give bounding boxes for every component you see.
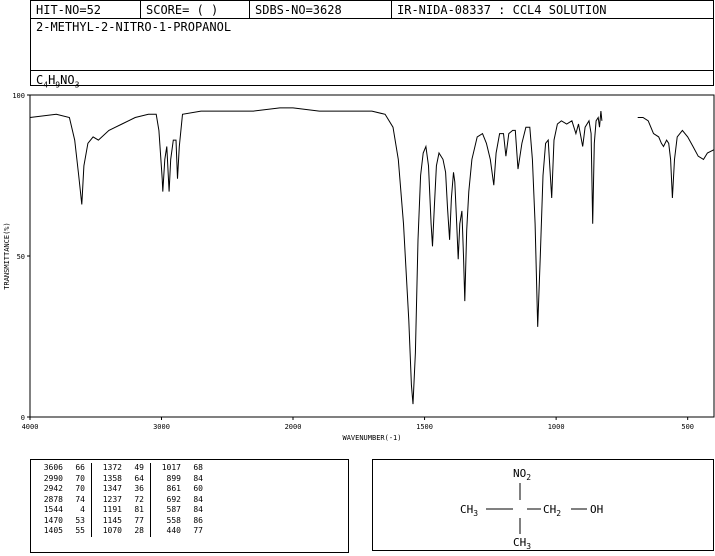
column-separator <box>91 505 96 516</box>
peak-wavenumber: 1470 <box>43 515 63 525</box>
column-separator <box>150 505 155 516</box>
spectrum-header: HIT-NO=52 SCORE= ( ) SDBS-NO=3628 IR-NID… <box>30 0 714 89</box>
peak-wavenumber: 1237 <box>102 494 122 504</box>
peak-transmittance: 84 <box>193 473 203 483</box>
peak-transmittance: 66 <box>75 463 85 472</box>
column-separator <box>91 526 96 537</box>
column-separator <box>91 463 96 474</box>
x-tick-label: 4000 <box>22 423 39 431</box>
molecular-formula: C4H9NO3 <box>36 73 80 90</box>
structure-box: NO2 CH3 CH2 OH CH3 <box>372 459 714 551</box>
ch2-group: CH2 <box>543 503 561 518</box>
x-axis-label: WAVENUMBER(-1) <box>342 434 401 442</box>
formula-row: C4H9NO3 <box>31 70 713 89</box>
hit-number: HIT-NO=52 <box>31 1 141 18</box>
column-separator <box>150 515 155 526</box>
peak-transmittance: 77 <box>193 526 203 535</box>
peak-row: 1470 53 1145 77 558 86 <box>37 515 209 526</box>
peak-wavenumber: 1544 <box>43 505 63 514</box>
y-axis-label: TRANSMITTANCE(%) <box>3 222 11 289</box>
y-tick-label: 100 <box>12 92 25 100</box>
peak-wavenumber: 692 <box>166 494 181 504</box>
peak-wavenumber: 1017 <box>161 463 181 472</box>
ch3-bottom-group: CH3 <box>513 536 531 551</box>
peak-wavenumber: 1191 <box>102 505 122 514</box>
column-separator <box>150 473 155 484</box>
score: SCORE= ( ) <box>141 1 250 18</box>
peak-wavenumber: 1358 <box>102 473 122 483</box>
peak-transmittance: 70 <box>75 484 85 493</box>
no2-group: NO2 <box>513 467 531 482</box>
peak-row: 3606 66 1372 49 1017 68 <box>37 463 209 474</box>
column-separator <box>150 526 155 537</box>
peak-transmittance: 74 <box>75 494 85 504</box>
peak-wavenumber: 1347 <box>102 484 122 493</box>
peak-row: 1544 4 1191 81 587 84 <box>37 505 209 516</box>
peak-wavenumber: 861 <box>166 484 181 493</box>
peak-table-grid: 3606 66 1372 49 1017 68 2990 70 1358 64 899 84 2942 7… <box>37 463 209 537</box>
sdbs-number: SDBS-NO=3628 <box>250 1 392 18</box>
header-info-row: HIT-NO=52 SCORE= ( ) SDBS-NO=3628 IR-NID… <box>31 1 713 19</box>
y-axis-ticks: 0 50 100 <box>12 92 30 422</box>
x-axis-ticks: 4000 3000 2000 1500 1000 500 <box>22 417 694 431</box>
peak-transmittance: 77 <box>134 515 144 525</box>
compound-name: 2-METHYL-2-NITRO-1-PROPANOL <box>36 20 232 34</box>
peak-transmittance: 60 <box>193 484 203 493</box>
peak-transmittance: 49 <box>134 463 144 472</box>
peak-table: 3606 66 1372 49 1017 68 2990 70 1358 64 899 84 2942 7… <box>30 459 349 553</box>
peak-row: 1405 55 1070 28 440 77 <box>37 526 209 537</box>
spectrum-line <box>637 117 715 199</box>
ir-spectrum-chart: 0 50 100 4000 3000 2000 1500 1000 500 WAVENUMBE… <box>3 92 715 442</box>
peak-wavenumber: 558 <box>166 515 181 525</box>
peak-wavenumber: 1405 <box>43 526 63 535</box>
x-tick-label: 3000 <box>153 423 170 431</box>
peak-transmittance: 4 <box>80 505 85 514</box>
spectrum-series <box>29 107 715 405</box>
column-separator <box>91 494 96 505</box>
column-separator <box>150 494 155 505</box>
column-separator <box>150 463 155 474</box>
peak-transmittance: 84 <box>193 505 203 514</box>
column-separator <box>91 515 96 526</box>
peak-transmittance: 28 <box>134 526 144 535</box>
column-separator <box>150 484 155 495</box>
peak-wavenumber: 1070 <box>102 526 122 535</box>
peak-wavenumber: 2942 <box>43 484 63 493</box>
peak-transmittance: 64 <box>134 473 144 483</box>
ir-info: IR-NIDA-08337 : CCL4 SOLUTION <box>397 3 607 17</box>
peak-wavenumber: 587 <box>166 505 181 514</box>
peak-transmittance: 68 <box>193 463 203 472</box>
peak-transmittance: 55 <box>75 526 85 535</box>
ch3-left-group: CH3 <box>460 503 478 518</box>
spectrum-line <box>29 107 603 405</box>
peak-transmittance: 81 <box>134 505 144 514</box>
peak-transmittance: 72 <box>134 494 144 504</box>
peak-row: 2990 70 1358 64 899 84 <box>37 473 209 484</box>
peak-wavenumber: 2878 <box>43 494 63 504</box>
peak-wavenumber: 2990 <box>43 473 63 483</box>
peak-wavenumber: 3606 <box>43 463 63 472</box>
peak-row: 2942 70 1347 36 861 60 <box>37 484 209 495</box>
structure-diagram: NO2 CH3 CH2 OH CH3 <box>460 467 603 551</box>
peak-transmittance: 86 <box>193 515 203 525</box>
y-tick-label: 50 <box>17 253 25 261</box>
peak-transmittance: 36 <box>134 484 144 493</box>
x-tick-label: 500 <box>681 423 694 431</box>
peak-wavenumber: 440 <box>166 526 181 535</box>
oh-group: OH <box>590 503 603 516</box>
x-tick-label: 1000 <box>548 423 565 431</box>
peak-transmittance: 53 <box>75 515 85 525</box>
peak-transmittance: 84 <box>193 494 203 504</box>
x-tick-label: 1500 <box>416 423 433 431</box>
peak-transmittance: 70 <box>75 473 85 483</box>
column-separator <box>91 473 96 484</box>
peak-wavenumber: 1372 <box>102 463 122 472</box>
peak-wavenumber: 1145 <box>102 515 122 525</box>
peak-wavenumber: 899 <box>166 473 181 483</box>
peak-row: 2878 74 1237 72 692 84 <box>37 494 209 505</box>
y-tick-label: 0 <box>21 414 25 422</box>
x-tick-label: 2000 <box>285 423 302 431</box>
plot-frame <box>29 94 715 418</box>
column-separator <box>91 484 96 495</box>
